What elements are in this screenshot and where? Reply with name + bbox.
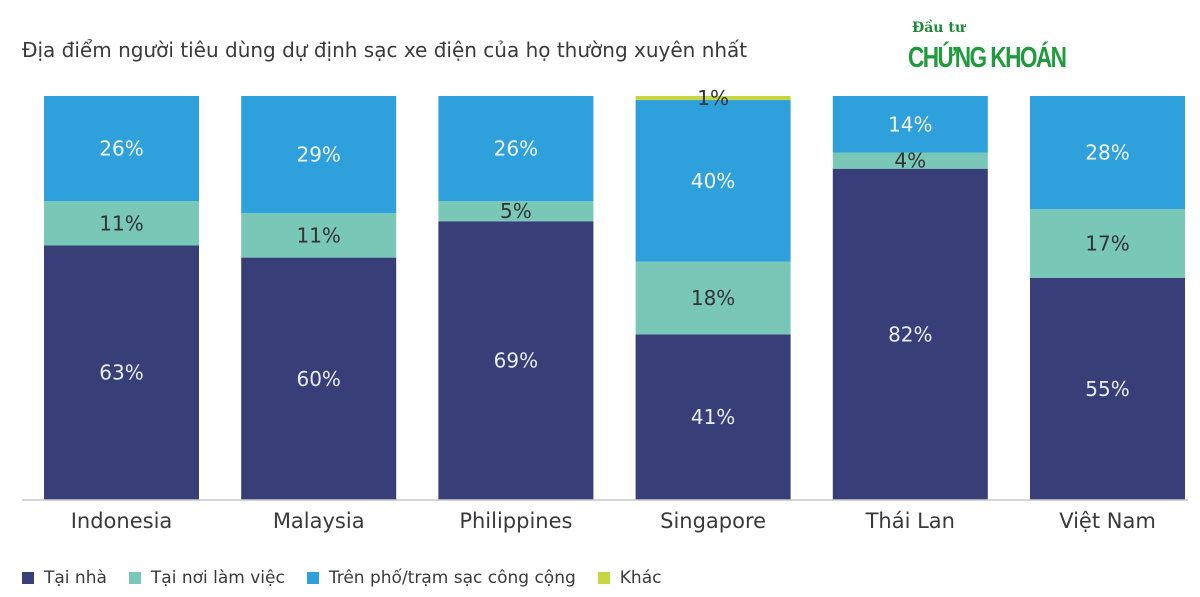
- bar-indonesia-tai-nha: [44, 245, 199, 500]
- x-tick-label-viet-nam: Việt Nam: [1059, 509, 1156, 533]
- bar-thai-lan-tren-pho-tram-sac-cong-cong: [832, 96, 988, 153]
- bar-singapore-tai-noi-lam-viec: [635, 261, 791, 335]
- x-tick-label-philippines: Philippines: [459, 509, 572, 533]
- bar-malaysia-tren-pho-tram-sac-cong-cong: [241, 96, 397, 214]
- bar-indonesia-tai-noi-lam-viec: [44, 201, 199, 246]
- bar-indonesia-tren-pho-tram-sac-cong-cong: [44, 96, 199, 202]
- data-label-thai-lan-tren-pho-tram-sac-cong-cong: 14%: [888, 112, 932, 136]
- bar-viet-nam-tai-nha: [1030, 277, 1185, 500]
- bar-viet-nam-tai-noi-lam-viec: [1030, 209, 1185, 278]
- legend-item-tai-nha: Tại nhà: [22, 568, 107, 588]
- publisher-logo: Đầu tư CHỨNG KHOÁN: [908, 20, 1067, 82]
- legend-label: Tại nhà: [44, 568, 107, 588]
- data-label-thai-lan-tai-noi-lam-viec: 4%: [894, 149, 926, 173]
- legend-label: Trên phố/trạm sạc công cộng: [328, 568, 576, 588]
- x-tick-label-indonesia: Indonesia: [71, 509, 173, 533]
- bar-malaysia-tai-noi-lam-viec: [241, 213, 397, 258]
- logo-main-text: CHỨNG KHOÁN: [908, 42, 1067, 74]
- data-label-viet-nam-tren-pho-tram-sac-cong-cong: 28%: [1085, 141, 1129, 165]
- logo-top-text: Đầu tư: [912, 20, 966, 36]
- legend-swatch: [597, 572, 610, 584]
- legend: Tại nhà Tại nơi làm việc Trên phố/trạm sạc…: [22, 566, 683, 590]
- legend-item-tren-pho-tram-sac-cong-cong: Trên phố/trạm sạc công cộng: [306, 568, 576, 588]
- data-label-philippines-tren-pho-tram-sac-cong-cong: 26%: [494, 137, 538, 161]
- data-label-indonesia-tren-pho-tram-sac-cong-cong: 26%: [99, 137, 143, 161]
- data-label-indonesia-tai-noi-lam-viec: 11%: [99, 211, 143, 235]
- bar-philippines-tai-nha: [438, 221, 594, 501]
- data-label-viet-nam-tai-noi-lam-viec: 17%: [1085, 231, 1129, 255]
- legend-label: Tại nơi làm việc: [150, 568, 285, 588]
- data-label-singapore-tren-pho-tram-sac-cong-cong: 40%: [691, 169, 735, 193]
- data-label-malaysia-tai-nha: 60%: [296, 367, 340, 391]
- bar-philippines-tren-pho-tram-sac-cong-cong: [438, 96, 594, 202]
- data-label-thai-lan-tai-nha: 82%: [888, 322, 932, 346]
- data-label-singapore-khac: 1%: [697, 86, 729, 110]
- x-tick-label-singapore: Singapore: [660, 509, 766, 533]
- data-label-malaysia-tren-pho-tram-sac-cong-cong: 29%: [296, 143, 340, 167]
- data-label-indonesia-tai-nha: 63%: [99, 361, 143, 385]
- bar-thai-lan-tai-noi-lam-viec: [832, 152, 988, 169]
- data-label-viet-nam-tai-nha: 55%: [1085, 377, 1129, 401]
- data-label-philippines-tai-nha: 69%: [494, 349, 538, 373]
- chart-title: Địa điểm người tiêu dùng dự định sạc xe …: [22, 38, 748, 62]
- bar-singapore-khac: [635, 96, 791, 101]
- x-tick-label-malaysia: Malaysia: [273, 509, 365, 533]
- x-tick-label-thai-lan: Thái Lan: [865, 509, 955, 533]
- data-label-singapore-tai-noi-lam-viec: 18%: [691, 286, 735, 310]
- legend-item-tai-noi-lam-viec: Tại nơi làm việc: [128, 568, 285, 588]
- legend-swatch: [22, 572, 34, 584]
- bar-philippines-tai-noi-lam-viec: [438, 201, 594, 222]
- bar-thai-lan-tai-nha: [832, 168, 988, 500]
- x-tick-labels: Indonesia Malaysia Philippines Singapore Thá…: [71, 509, 1156, 533]
- data-label-philippines-tai-noi-lam-viec: 5%: [500, 199, 532, 223]
- legend-swatch: [306, 572, 319, 584]
- bar-viet-nam-tren-pho-tram-sac-cong-cong: [1030, 96, 1185, 210]
- legend-swatch: [128, 572, 141, 584]
- legend-label: Khác: [619, 568, 662, 588]
- bar-singapore-tren-pho-tram-sac-cong-cong: [635, 100, 791, 262]
- legend-item-khac: Khác: [597, 568, 662, 588]
- data-label-malaysia-tai-noi-lam-viec: 11%: [296, 223, 340, 247]
- bar-malaysia-tai-nha: [241, 257, 397, 500]
- bars-layer: 63% 11% 26% 60% 11% 29% 69% 5% 26% 41% 18% 40% 1% 82%…: [44, 86, 1185, 501]
- bar-singapore-tai-nha: [635, 334, 791, 500]
- data-label-singapore-tai-nha: 41%: [691, 405, 735, 429]
